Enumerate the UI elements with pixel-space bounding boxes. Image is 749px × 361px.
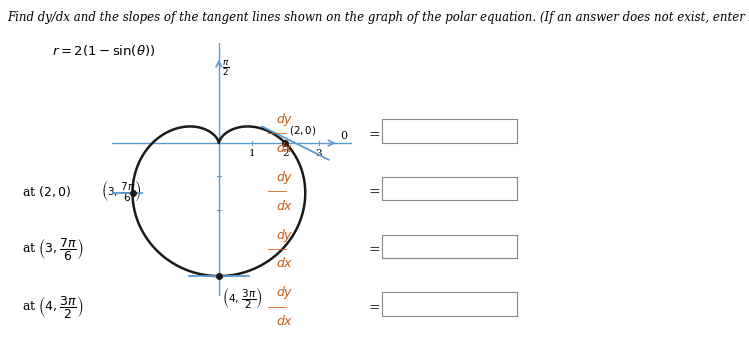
Text: =: =	[369, 301, 380, 315]
Text: $\frac{\pi}{2}$: $\frac{\pi}{2}$	[222, 58, 229, 78]
Text: $dy$: $dy$	[276, 169, 294, 186]
Text: $r = 2(1 - \sin(\theta))$: $r = 2(1 - \sin(\theta))$	[52, 43, 156, 58]
Text: =: =	[369, 128, 380, 142]
Text: =: =	[369, 243, 380, 257]
Text: $dx$: $dx$	[276, 256, 294, 270]
Text: $dy$: $dy$	[276, 111, 294, 128]
Text: $dx$: $dx$	[276, 199, 294, 213]
Text: at $\left(4, \dfrac{3\pi}{2}\right)$: at $\left(4, \dfrac{3\pi}{2}\right)$	[22, 294, 84, 320]
Text: $dx$: $dx$	[276, 314, 294, 328]
Text: ────: ────	[267, 245, 287, 253]
Text: Find dy/dx and the slopes of the tangent lines shown on the graph of the polar e: Find dy/dx and the slopes of the tangent…	[7, 11, 749, 24]
Text: ────: ────	[267, 187, 287, 195]
Text: 1: 1	[249, 149, 255, 158]
Text: 3: 3	[315, 149, 322, 158]
Text: $dx$: $dx$	[276, 141, 294, 155]
Text: at $\left(3, \dfrac{7\pi}{6}\right)$: at $\left(3, \dfrac{7\pi}{6}\right)$	[22, 236, 84, 262]
Text: $\left(3,\,\dfrac{7\pi}{6}\right)$: $\left(3,\,\dfrac{7\pi}{6}\right)$	[101, 178, 142, 204]
Text: ────: ────	[267, 303, 287, 311]
Text: ────: ────	[267, 130, 287, 138]
Text: 0: 0	[340, 131, 348, 142]
Text: 2: 2	[282, 149, 288, 158]
Text: at $(2, 0)$: at $(2, 0)$	[22, 184, 72, 199]
Text: $(2, 0)$: $(2, 0)$	[289, 123, 317, 136]
Text: $dy$: $dy$	[276, 284, 294, 301]
Text: $dy$: $dy$	[276, 227, 294, 244]
Text: $\left(4,\,\dfrac{3\pi}{2}\right)$: $\left(4,\,\dfrac{3\pi}{2}\right)$	[222, 286, 262, 312]
Text: =: =	[369, 186, 380, 199]
